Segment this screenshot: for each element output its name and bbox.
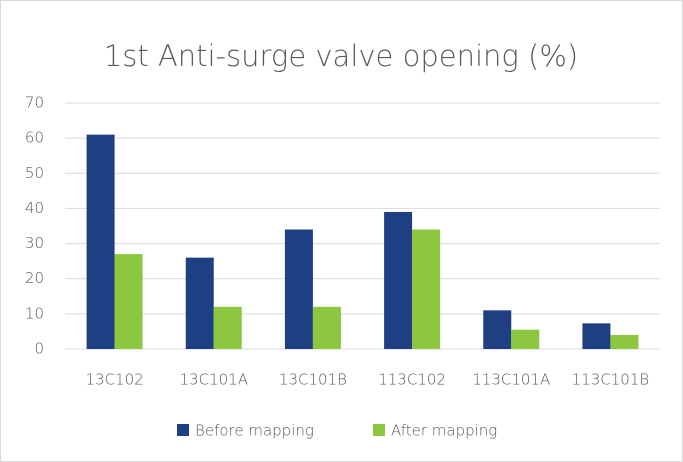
y-tick-label: 30 <box>25 234 44 252</box>
chart-title: 1st Anti-surge valve opening (%) <box>104 39 578 73</box>
legend-label: After mapping <box>391 422 497 440</box>
bar <box>483 310 512 349</box>
bar <box>412 229 441 349</box>
bar <box>511 329 540 349</box>
x-tick-label: 13C101A <box>180 371 248 389</box>
y-tick-label: 0 <box>34 340 44 358</box>
bar <box>185 257 214 349</box>
x-tick-label: 113C101B <box>572 371 650 389</box>
y-tick-label: 70 <box>25 94 44 112</box>
x-tick-label: 113C102 <box>378 371 446 389</box>
bar <box>284 229 313 349</box>
legend-swatch <box>373 424 385 436</box>
bar <box>114 254 143 349</box>
y-tick-label: 60 <box>25 129 44 147</box>
legend-swatch <box>177 424 189 436</box>
bar <box>213 306 242 349</box>
bar <box>610 334 639 349</box>
y-tick-label: 40 <box>25 199 44 217</box>
x-tick-label: 13C102 <box>85 371 143 389</box>
bar <box>384 211 413 349</box>
bar <box>582 323 611 349</box>
x-tick-label: 13C101B <box>279 371 347 389</box>
x-tick-label: 113C101A <box>472 371 550 389</box>
bar <box>86 134 115 349</box>
legend-label: Before mapping <box>195 422 314 440</box>
y-tick-label: 20 <box>25 269 44 287</box>
y-tick-label: 50 <box>25 164 44 182</box>
y-tick-label: 10 <box>25 304 44 322</box>
bar <box>312 306 341 349</box>
